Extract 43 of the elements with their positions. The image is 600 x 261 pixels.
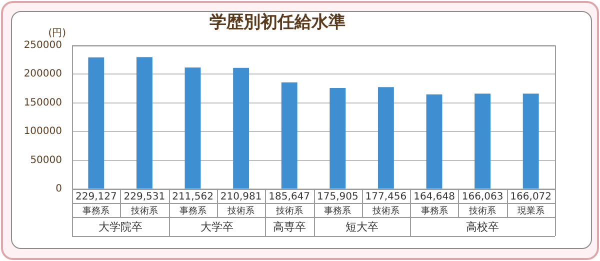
chart-title: 学歴別初任給水準 [210, 12, 346, 33]
data-label: 185,647 [268, 192, 310, 203]
text: 大学卒 [200, 220, 234, 234]
y-tick-label: 250000 [24, 40, 62, 51]
x-tick-label: 事務系 [420, 205, 448, 216]
data-label: 210,981 [220, 192, 262, 203]
text: 高専卒 [272, 220, 306, 234]
text: 大学院卒 [98, 220, 142, 234]
data-label: 164,648 [414, 192, 455, 203]
x-tick-label: 技術系 [130, 205, 158, 216]
y-axis-title: (円) [48, 28, 66, 39]
x-tick-label: 技術系 [274, 205, 303, 216]
x-tick-label: 技術系 [468, 205, 496, 216]
bar [378, 87, 394, 188]
data-label: 229,127 [75, 192, 117, 203]
text: 高校卒 [466, 220, 500, 234]
x-tick-label: 技術系 [371, 205, 400, 216]
data-label: 229,531 [124, 192, 166, 203]
data-label: 177,456 [365, 192, 407, 203]
x-tick-label: 技術系 [226, 205, 255, 216]
x-tick-label: 現業系 [517, 205, 544, 216]
bar [522, 94, 539, 188]
x-tick-label: 事務系 [324, 205, 352, 216]
x-tick-label: 事務系 [179, 205, 206, 216]
bar [88, 57, 104, 188]
bar [330, 88, 346, 188]
y-tick-label: 150000 [24, 97, 62, 108]
y-tick-label: 0 [56, 184, 62, 195]
data-label: 166,063 [462, 192, 504, 203]
data-label: 175,905 [316, 192, 358, 203]
y-tick-label: 50000 [30, 154, 62, 166]
y-tick-label: 200000 [24, 68, 62, 80]
x-tick-label: 事務系 [82, 205, 110, 216]
data-label: 211,562 [172, 192, 214, 203]
bar [233, 68, 250, 188]
y-tick-label: 100000 [24, 126, 62, 138]
text: 短大卒 [345, 220, 378, 234]
bar [281, 82, 298, 188]
bar [136, 57, 152, 188]
bar [184, 67, 201, 188]
bar [474, 94, 491, 188]
bar [426, 94, 442, 188]
data-label: 166,072 [510, 192, 552, 203]
